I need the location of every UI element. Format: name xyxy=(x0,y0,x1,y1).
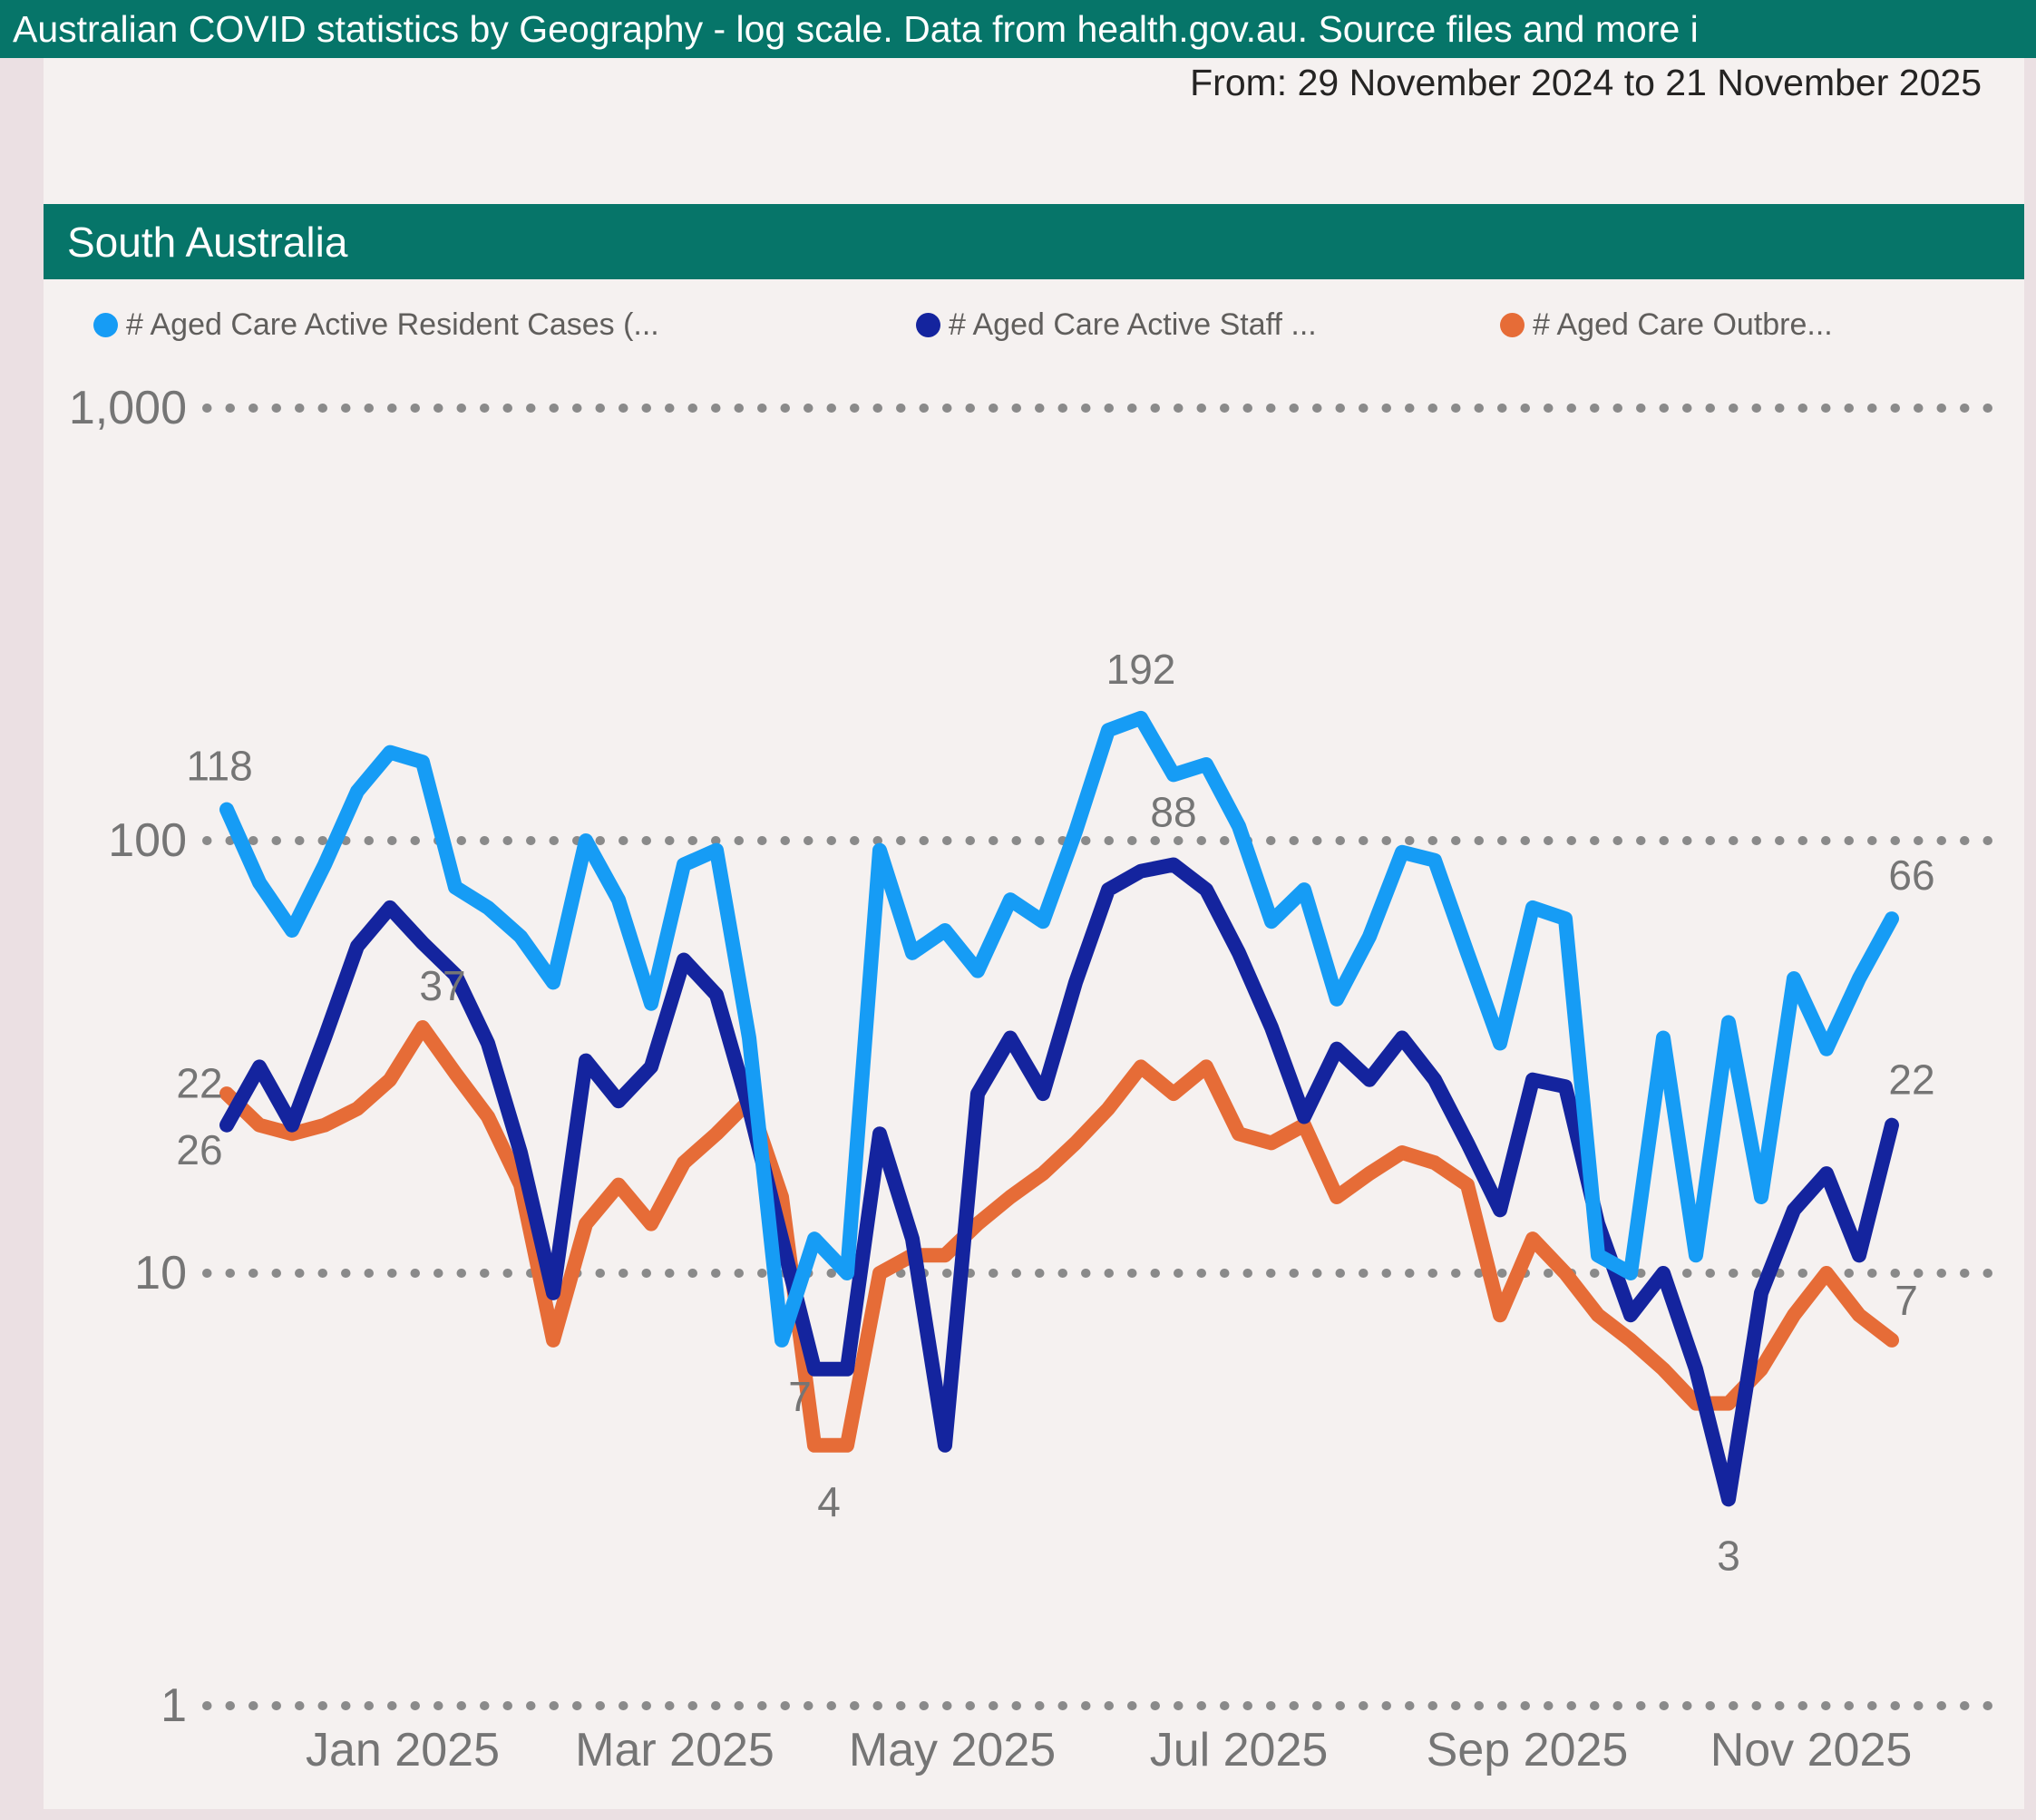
data-label: 192 xyxy=(1106,646,1176,693)
region-banner: South Australia xyxy=(44,204,2024,279)
data-label: 22 xyxy=(176,1060,222,1107)
x-axis-tick: Jul 2025 xyxy=(1150,1724,1329,1776)
legend-label: # Aged Care Active Resident Cases (... xyxy=(126,307,659,342)
data-label: 66 xyxy=(1888,852,1934,899)
chart-legend: # Aged Care Active Resident Cases (... # … xyxy=(44,299,2021,350)
data-label: 7 xyxy=(1895,1277,1918,1324)
series-line--aged-care-active-resident-cases[interactable] xyxy=(219,710,1899,1348)
date-range-text: From: 29 November 2024 to 21 November 20… xyxy=(1190,62,1982,103)
report-title-bar: Australian COVID statistics by Geography… xyxy=(0,0,2036,58)
data-label: 7 xyxy=(788,1373,812,1420)
x-axis-tick: Mar 2025 xyxy=(575,1724,774,1776)
data-label: 88 xyxy=(1150,788,1196,835)
data-label: 3 xyxy=(1717,1532,1740,1579)
y-axis-tick: 100 xyxy=(108,814,187,867)
series-line--aged-care-outbreaks[interactable] xyxy=(219,1020,1899,1453)
legend-item-0[interactable]: # Aged Care Active Resident Cases (... xyxy=(93,299,659,350)
legend-dot-icon xyxy=(93,312,118,337)
x-axis-tick: Nov 2025 xyxy=(1710,1724,1913,1776)
data-label: 4 xyxy=(817,1478,841,1525)
y-axis-tick: 10 xyxy=(134,1247,187,1299)
data-label: 26 xyxy=(176,1126,222,1173)
legend-dot-icon xyxy=(1500,312,1525,337)
x-axis-tick: Sep 2025 xyxy=(1427,1724,1629,1776)
data-label: 22 xyxy=(1888,1056,1934,1104)
data-label: 37 xyxy=(419,962,465,1009)
data-label: 118 xyxy=(186,743,252,790)
y-axis-tick: 1 xyxy=(161,1679,187,1732)
legend-label: # Aged Care Outbre... xyxy=(1533,307,1833,342)
y-axis-tick: 1,000 xyxy=(69,382,187,434)
report-title: Australian COVID statistics by Geography… xyxy=(13,7,1699,50)
legend-label: # Aged Care Active Staff ... xyxy=(949,307,1317,342)
legend-dot-icon xyxy=(916,312,940,337)
legend-item-2[interactable]: # Aged Care Outbre... xyxy=(1500,299,1833,350)
legend-item-1[interactable]: # Aged Care Active Staff ... xyxy=(916,299,1317,350)
x-axis-tick: May 2025 xyxy=(849,1724,1056,1776)
x-axis-tick: Jan 2025 xyxy=(306,1724,500,1776)
region-title: South Australia xyxy=(67,218,348,266)
